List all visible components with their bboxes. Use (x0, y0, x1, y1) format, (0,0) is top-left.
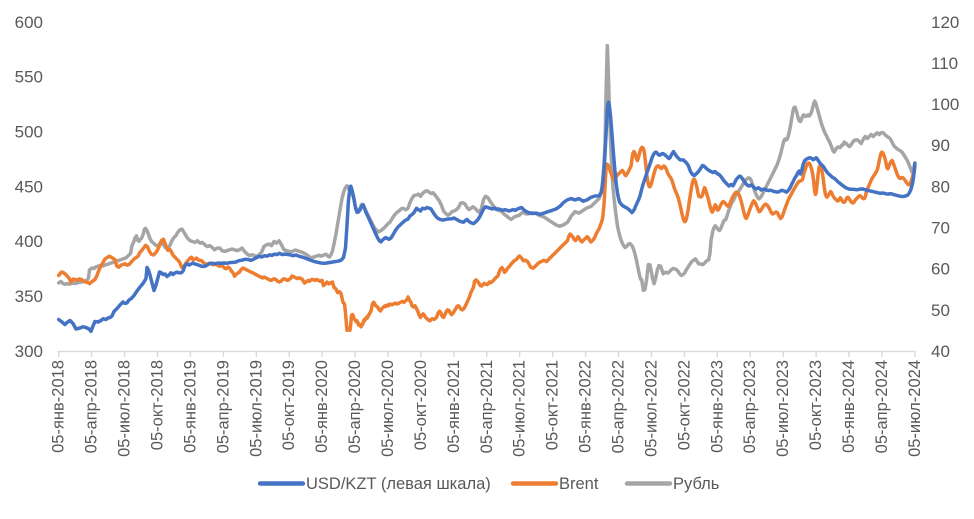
svg-text:Brent: Brent (559, 475, 599, 493)
svg-text:05-июл-2023: 05-июл-2023 (774, 360, 792, 457)
svg-text:05-июл-2020: 05-июл-2020 (379, 360, 397, 457)
svg-text:05-апр-2022: 05-апр-2022 (610, 360, 628, 453)
svg-text:05-окт-2021: 05-окт-2021 (544, 360, 562, 450)
svg-text:05-янв-2022: 05-янв-2022 (577, 360, 595, 453)
svg-text:400: 400 (15, 232, 43, 251)
svg-text:05-апр-2020: 05-апр-2020 (346, 360, 364, 453)
svg-text:05-окт-2020: 05-окт-2020 (412, 360, 430, 450)
svg-text:40: 40 (931, 342, 950, 361)
svg-text:05-апр-2023: 05-апр-2023 (741, 360, 759, 453)
svg-text:500: 500 (15, 123, 43, 142)
svg-text:05-окт-2022: 05-окт-2022 (675, 360, 693, 450)
svg-text:Рубль: Рубль (673, 475, 719, 493)
svg-text:05-окт-2018: 05-окт-2018 (149, 360, 167, 450)
svg-text:05-окт-2019: 05-окт-2019 (280, 360, 298, 450)
svg-text:80: 80 (931, 177, 950, 196)
svg-text:05-апр-2024: 05-апр-2024 (873, 360, 891, 453)
svg-text:05-янв-2023: 05-янв-2023 (708, 360, 726, 453)
svg-text:350: 350 (15, 287, 43, 306)
svg-text:05-июл-2022: 05-июл-2022 (643, 360, 661, 457)
svg-text:05-июл-2024: 05-июл-2024 (906, 360, 924, 457)
svg-text:05-июл-2019: 05-июл-2019 (247, 360, 265, 457)
svg-text:05-апр-2021: 05-апр-2021 (478, 360, 496, 453)
svg-text:05-июл-2018: 05-июл-2018 (116, 360, 134, 457)
svg-text:05-июл-2021: 05-июл-2021 (511, 360, 529, 457)
svg-text:110: 110 (931, 54, 958, 73)
svg-text:05-янв-2018: 05-янв-2018 (50, 360, 68, 453)
svg-text:120: 120 (931, 13, 959, 32)
svg-text:90: 90 (931, 136, 950, 155)
svg-text:550: 550 (15, 68, 43, 87)
svg-text:05-апр-2018: 05-апр-2018 (83, 360, 101, 453)
svg-text:60: 60 (931, 260, 950, 279)
svg-text:05-янв-2024: 05-янв-2024 (840, 360, 858, 453)
svg-text:600: 600 (15, 13, 43, 32)
svg-text:05-апр-2019: 05-апр-2019 (214, 360, 232, 453)
svg-text:50: 50 (931, 301, 950, 320)
svg-text:05-окт-2023: 05-окт-2023 (807, 360, 825, 450)
svg-text:300: 300 (15, 342, 43, 361)
svg-text:450: 450 (15, 177, 43, 196)
svg-text:70: 70 (931, 219, 950, 238)
svg-text:05-янв-2021: 05-янв-2021 (445, 360, 463, 453)
svg-text:USD/KZT (левая шкала): USD/KZT (левая шкала) (306, 475, 491, 493)
svg-text:100: 100 (931, 95, 959, 114)
svg-text:05-янв-2020: 05-янв-2020 (313, 360, 331, 453)
svg-text:05-янв-2019: 05-янв-2019 (181, 360, 199, 453)
